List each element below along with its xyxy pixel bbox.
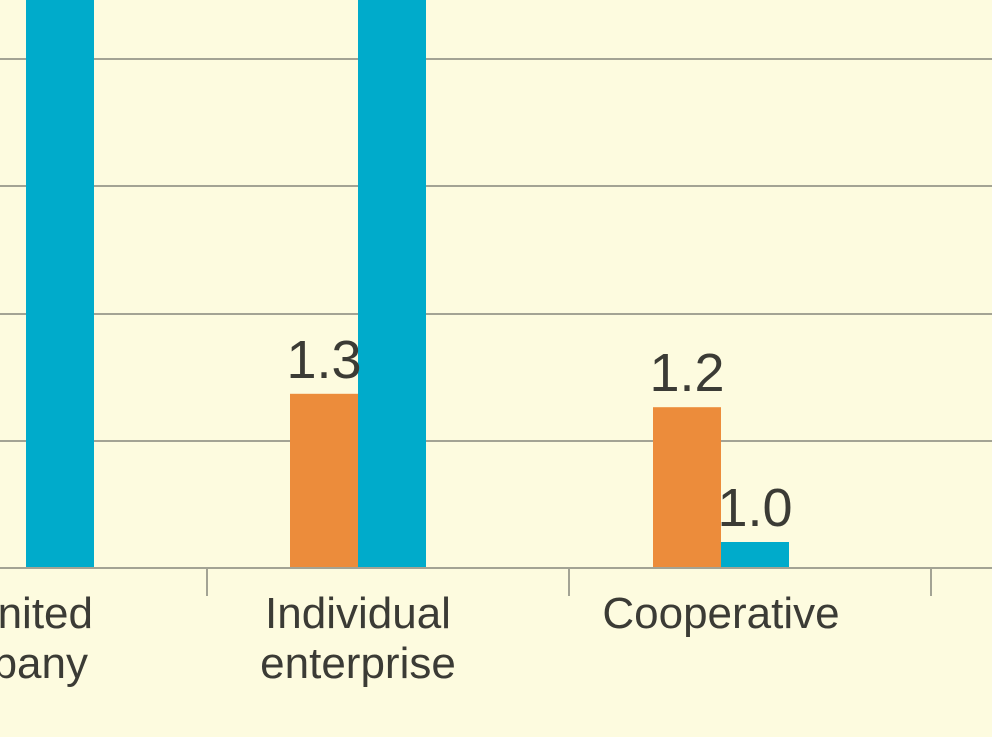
bars: [26, 0, 789, 568]
gridlines: [0, 58, 992, 442]
data-label: 1.3: [286, 330, 361, 390]
bar-blue: [721, 542, 789, 568]
bar-orange: [653, 407, 721, 568]
data-label: 1.0: [717, 478, 792, 538]
category-labels: nited pany Individual enterprise Cooperative: [0, 589, 840, 688]
category-label: Cooperative: [602, 589, 839, 638]
value-labels: 1.3 1.2 1.0: [286, 330, 792, 538]
category-label: nited pany: [0, 589, 93, 688]
x-axis-ticks: [206, 568, 932, 596]
category-label: Individual enterprise: [260, 589, 456, 688]
bar-blue-clipped: [26, 0, 94, 568]
bar-orange: [290, 393, 358, 568]
data-label: 1.2: [649, 343, 724, 403]
bar-blue-clipped: [358, 0, 426, 568]
